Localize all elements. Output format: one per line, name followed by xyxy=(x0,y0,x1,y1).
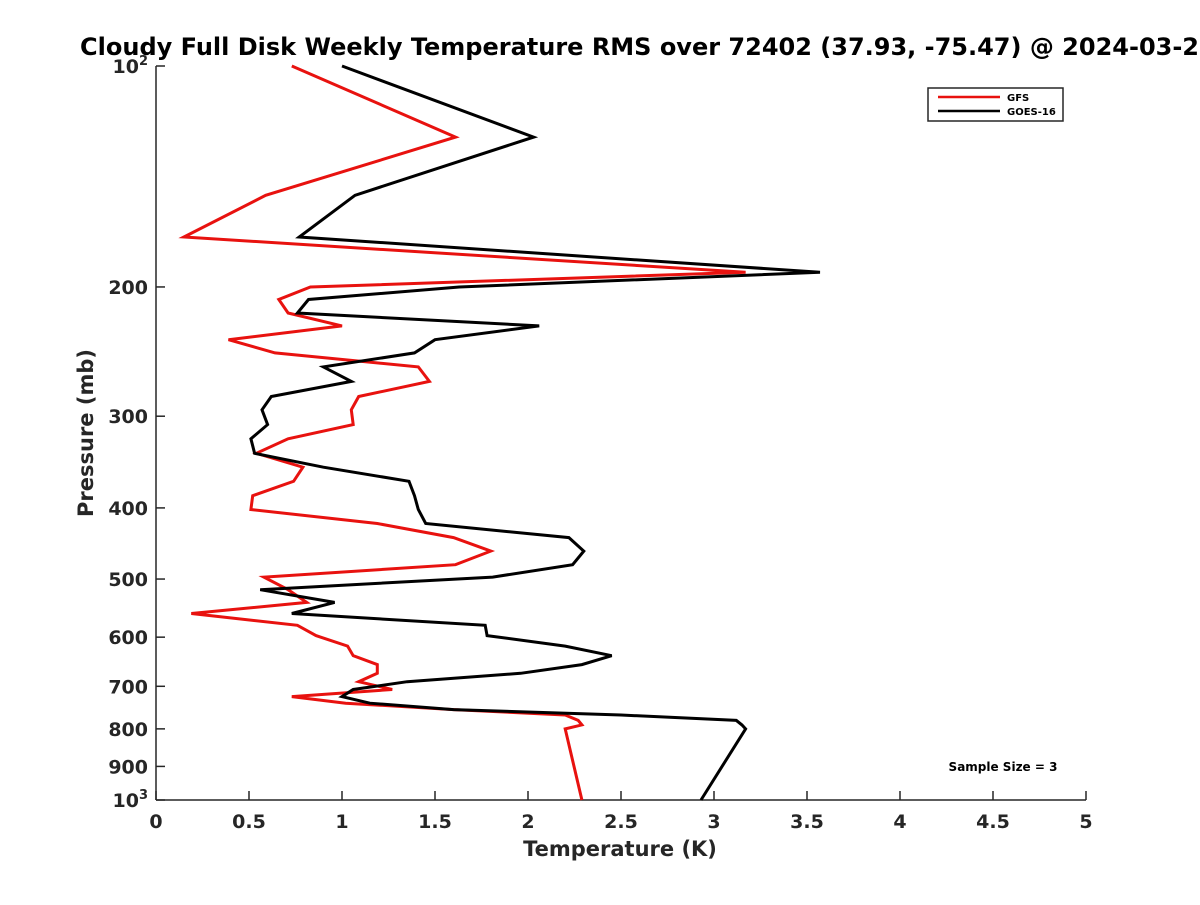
y-tick-label: 600 xyxy=(108,627,148,649)
y-tick-label: 300 xyxy=(108,406,148,428)
x-tick-label: 3 xyxy=(707,811,720,833)
legend: GFS GOES-16 xyxy=(927,87,1064,122)
chart-title: Cloudy Full Disk Weekly Temperature RMS … xyxy=(80,33,1199,61)
sample-size-annotation: Sample Size = 3 xyxy=(949,760,1058,774)
legend-box xyxy=(927,87,1064,122)
y-tick-label: 103 xyxy=(113,788,149,812)
plot-area: 0 0.5 1 1.5 2 2.5 3 3.5 4 4.5 5 102 200 300 400 500 600 7… xyxy=(108,54,1092,833)
x-tick-label: 1.5 xyxy=(418,811,452,833)
y-tick-label: 400 xyxy=(108,498,148,520)
x-tick-label: 2 xyxy=(521,811,534,833)
y-tick-label: 700 xyxy=(108,676,148,698)
legend-entry-label: GFS xyxy=(1007,93,1029,104)
y-axis-label: Pressure (mb) xyxy=(74,349,98,517)
y-tick-label: 102 xyxy=(113,54,149,78)
y-tick-label: 200 xyxy=(108,277,148,299)
legend-entry-label: GOES-16 xyxy=(1007,107,1056,118)
y-tick-label: 900 xyxy=(108,756,148,778)
series-line-gfs xyxy=(178,64,746,801)
y-tick-label: 800 xyxy=(108,719,148,741)
x-tick-label: 2.5 xyxy=(604,811,638,833)
y-tick-label: 500 xyxy=(108,569,148,591)
x-tick-label: 3.5 xyxy=(790,811,824,833)
x-tick-label: 4 xyxy=(893,811,906,833)
x-tick-label: 1 xyxy=(335,811,348,833)
x-tick-label: 4.5 xyxy=(976,811,1010,833)
x-tick-label: 0.5 xyxy=(232,811,266,833)
x-tick-label: 0 xyxy=(149,811,162,833)
series-line-goes-16 xyxy=(249,64,821,801)
x-tick-label: 5 xyxy=(1079,811,1092,833)
x-axis-label: Temperature (K) xyxy=(523,837,717,861)
